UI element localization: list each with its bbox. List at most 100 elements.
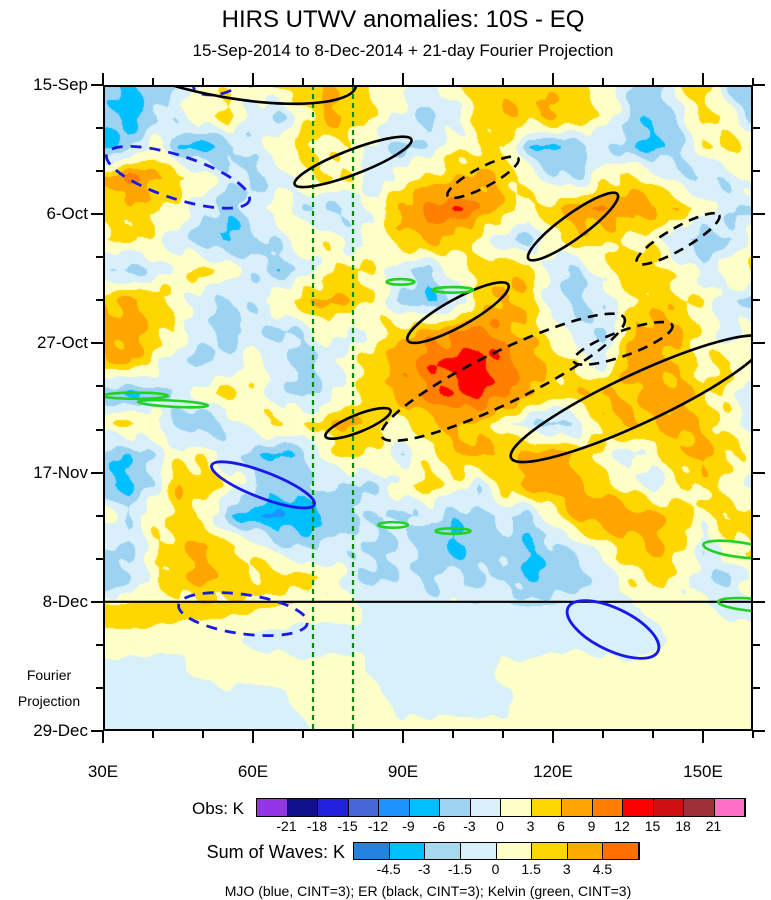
x-major-tick bbox=[102, 731, 104, 743]
colorbar-tick-label: 18 bbox=[675, 818, 691, 834]
obs-colorbar-label: Obs: K bbox=[192, 799, 244, 818]
y-minor-tick bbox=[96, 256, 103, 259]
colorbar-swatch bbox=[603, 843, 639, 859]
sum-colorbar-label: Sum of Waves: K bbox=[206, 842, 345, 862]
y-minor-tick-right bbox=[753, 256, 760, 259]
colorbar-tick-label: 1.5 bbox=[521, 861, 541, 877]
colorbar-tick-label: -6 bbox=[432, 818, 446, 834]
y-major-tick-right bbox=[753, 730, 765, 732]
kelvin-contour bbox=[103, 391, 170, 401]
colorbar-tick-label: -9 bbox=[402, 818, 415, 834]
y-axis-label: 29-Dec bbox=[33, 721, 88, 740]
colorbar-tick-label: 4.5 bbox=[592, 861, 613, 877]
x-minor-tick-top bbox=[452, 78, 454, 85]
kelvin-contour bbox=[702, 539, 753, 560]
x-minor-tick-top bbox=[752, 78, 754, 85]
colorbar-swatch bbox=[531, 799, 562, 816]
y-minor-tick bbox=[96, 385, 103, 388]
y-major-tick bbox=[91, 213, 103, 216]
colorbar-swatch bbox=[714, 799, 745, 816]
colorbar-tick-label: 9 bbox=[587, 818, 596, 834]
y-minor-tick bbox=[96, 514, 103, 517]
x-axis-label: 90E bbox=[387, 762, 419, 781]
y-major-tick-right bbox=[753, 471, 765, 474]
y-minor-tick bbox=[96, 686, 103, 689]
x-axis-label: 120E bbox=[533, 762, 573, 781]
y-minor-tick bbox=[96, 428, 103, 431]
colorbar-tick-label: 12 bbox=[614, 818, 630, 834]
sum-of-waves-colorbar bbox=[353, 842, 640, 860]
y-minor-tick-right bbox=[753, 643, 760, 646]
y-minor-tick-right bbox=[753, 299, 760, 302]
x-major-tick-top bbox=[402, 73, 404, 85]
y-major-tick-right bbox=[753, 600, 765, 603]
mjo-contour bbox=[104, 144, 252, 210]
x-major-tick-top bbox=[102, 73, 104, 85]
colorbar-tick-label: -3 bbox=[418, 861, 431, 877]
y-minor-tick-right bbox=[753, 127, 760, 130]
x-minor-tick bbox=[502, 731, 504, 738]
colorbar-tick-label: 21 bbox=[705, 818, 722, 834]
x-minor-tick-top bbox=[152, 78, 154, 85]
chart-subtitle: 15-Sep-2014 to 8-Dec-2014 + 21-day Fouri… bbox=[192, 41, 614, 60]
x-major-tick bbox=[402, 731, 404, 743]
colorbar-swatch bbox=[440, 799, 471, 816]
colorbar-tick-label: -18 bbox=[306, 818, 328, 834]
y-minor-tick-right bbox=[753, 557, 760, 560]
mjo-contour bbox=[177, 591, 309, 637]
x-major-tick bbox=[252, 731, 254, 743]
y-axis-label: 8-Dec bbox=[42, 591, 88, 611]
colorbar-swatch bbox=[425, 843, 461, 859]
colorbar-swatch bbox=[684, 799, 715, 816]
colorbar-swatch bbox=[532, 843, 568, 859]
x-major-tick bbox=[702, 731, 704, 743]
x-minor-tick-top bbox=[352, 78, 354, 85]
y-minor-tick-right bbox=[753, 686, 760, 689]
y-major-tick bbox=[91, 600, 103, 603]
x-axis-label: 60E bbox=[237, 762, 269, 781]
y-major-tick-right bbox=[753, 213, 765, 216]
er-contour bbox=[526, 191, 620, 262]
er-contour bbox=[509, 334, 753, 464]
y-axis-label: 27-Oct bbox=[36, 333, 88, 353]
colorbar-tick-label: -4.5 bbox=[376, 861, 401, 877]
obs-colorbar bbox=[256, 798, 746, 817]
x-minor-tick bbox=[752, 731, 754, 738]
er-contour bbox=[572, 320, 674, 367]
kelvin-contour bbox=[385, 277, 416, 286]
y-minor-tick bbox=[96, 299, 103, 302]
mjo-contour bbox=[565, 599, 661, 660]
y-axis-label: 15-Sep bbox=[33, 75, 88, 94]
colorbar-tick-label: -3 bbox=[463, 818, 476, 834]
colorbar-swatch bbox=[501, 799, 532, 816]
kelvin-contour bbox=[431, 285, 475, 294]
colorbar-swatch bbox=[348, 799, 379, 816]
x-minor-tick bbox=[652, 731, 654, 738]
x-minor-tick-top bbox=[602, 78, 604, 85]
x-major-tick bbox=[552, 731, 554, 743]
x-major-tick-top bbox=[252, 73, 254, 85]
x-minor-tick-top bbox=[502, 78, 504, 85]
kelvin-contour bbox=[376, 520, 410, 529]
colorbar-swatch bbox=[592, 799, 623, 816]
y-axis-label: 6-Oct bbox=[46, 204, 88, 224]
y-minor-tick bbox=[96, 170, 103, 173]
x-axis-label: 150E bbox=[683, 762, 723, 781]
y-minor-tick-right bbox=[753, 170, 760, 173]
colorbar-tick-label: -21 bbox=[276, 818, 297, 834]
y-major-tick-right bbox=[753, 84, 765, 86]
x-minor-tick bbox=[302, 731, 304, 738]
colorbar-swatch bbox=[623, 799, 654, 816]
colorbar-tick-label: -1.5 bbox=[447, 861, 472, 877]
colorbar-swatch bbox=[379, 799, 410, 816]
colorbar-tick-label: 6 bbox=[557, 818, 565, 834]
y-minor-tick bbox=[96, 127, 103, 130]
colorbar-swatch bbox=[567, 843, 604, 859]
colorbar-tick-label: 15 bbox=[644, 818, 661, 834]
fourier-projection-label: Fourier Projection bbox=[5, 662, 93, 714]
x-minor-tick bbox=[152, 731, 154, 738]
colorbar-swatch bbox=[653, 799, 684, 816]
colorbar-tick-label: 3 bbox=[526, 818, 535, 834]
er-contour bbox=[405, 281, 511, 345]
